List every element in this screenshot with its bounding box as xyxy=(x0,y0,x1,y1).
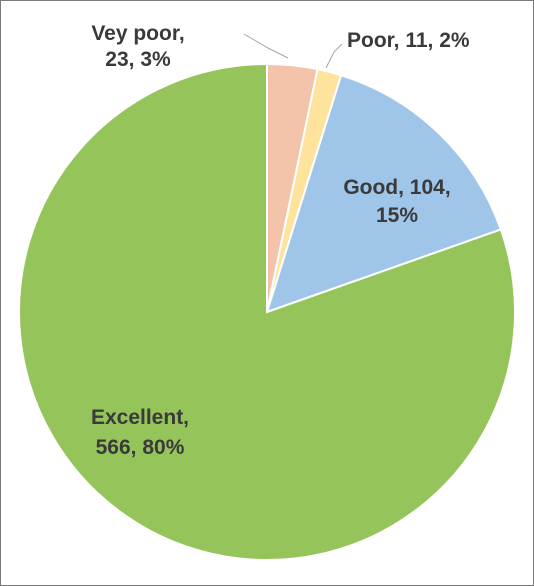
data-label-good-line2: 15% xyxy=(376,204,418,227)
leader-lines xyxy=(243,33,343,69)
data-label-very-poor-line1: Vey poor, xyxy=(91,22,184,45)
pie-slices xyxy=(18,62,516,561)
pie-slice-excellent xyxy=(18,62,516,561)
data-label-poor: Poor, 11, 2% xyxy=(347,29,470,52)
data-label-very-poor-line2: 23, 3% xyxy=(105,48,171,71)
data-label-good-line1: Good, 104, xyxy=(343,176,450,199)
pie-slice-good xyxy=(265,74,503,314)
data-label-excellent-line1: Excellent, xyxy=(91,406,189,429)
leader-line-very-poor xyxy=(243,33,289,59)
data-label-excellent-line2: 566, 80% xyxy=(96,436,185,459)
leader-line-poor xyxy=(325,43,343,69)
data-labels: Vey poor, 23, 3% Poor, 11, 2% Good, 104,… xyxy=(91,22,470,459)
